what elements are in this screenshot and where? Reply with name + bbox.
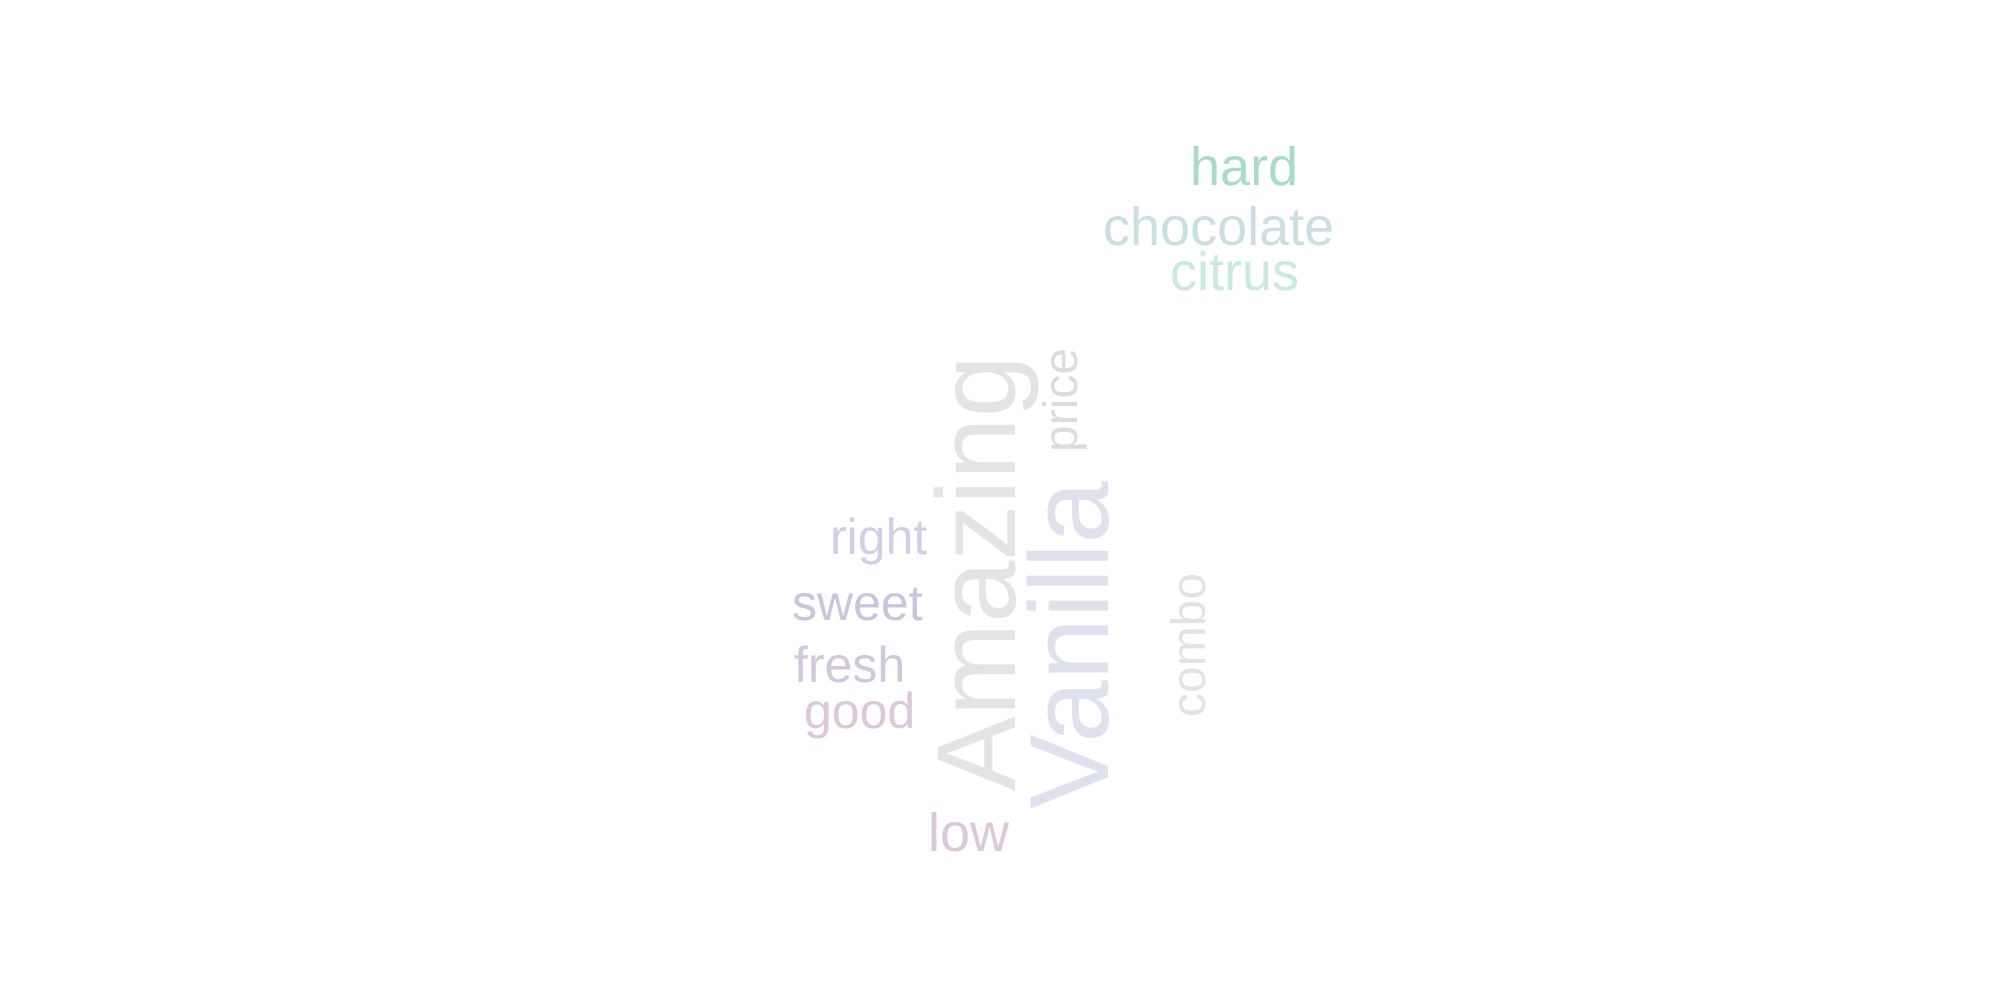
word-sweet: sweet <box>792 575 923 631</box>
word-right: right <box>830 509 928 565</box>
word-hard: hard <box>1190 137 1299 197</box>
word-citrus: citrus <box>1170 242 1300 302</box>
word-combo: combo <box>1163 572 1216 718</box>
word-low: low <box>928 803 1010 863</box>
word-vanilla: Vanilla <box>1007 481 1132 809</box>
word-fresh: fresh <box>794 637 906 693</box>
word-good: good <box>804 683 916 739</box>
word-price: price <box>1035 347 1088 453</box>
word-chocolate: chocolate <box>1103 197 1335 257</box>
